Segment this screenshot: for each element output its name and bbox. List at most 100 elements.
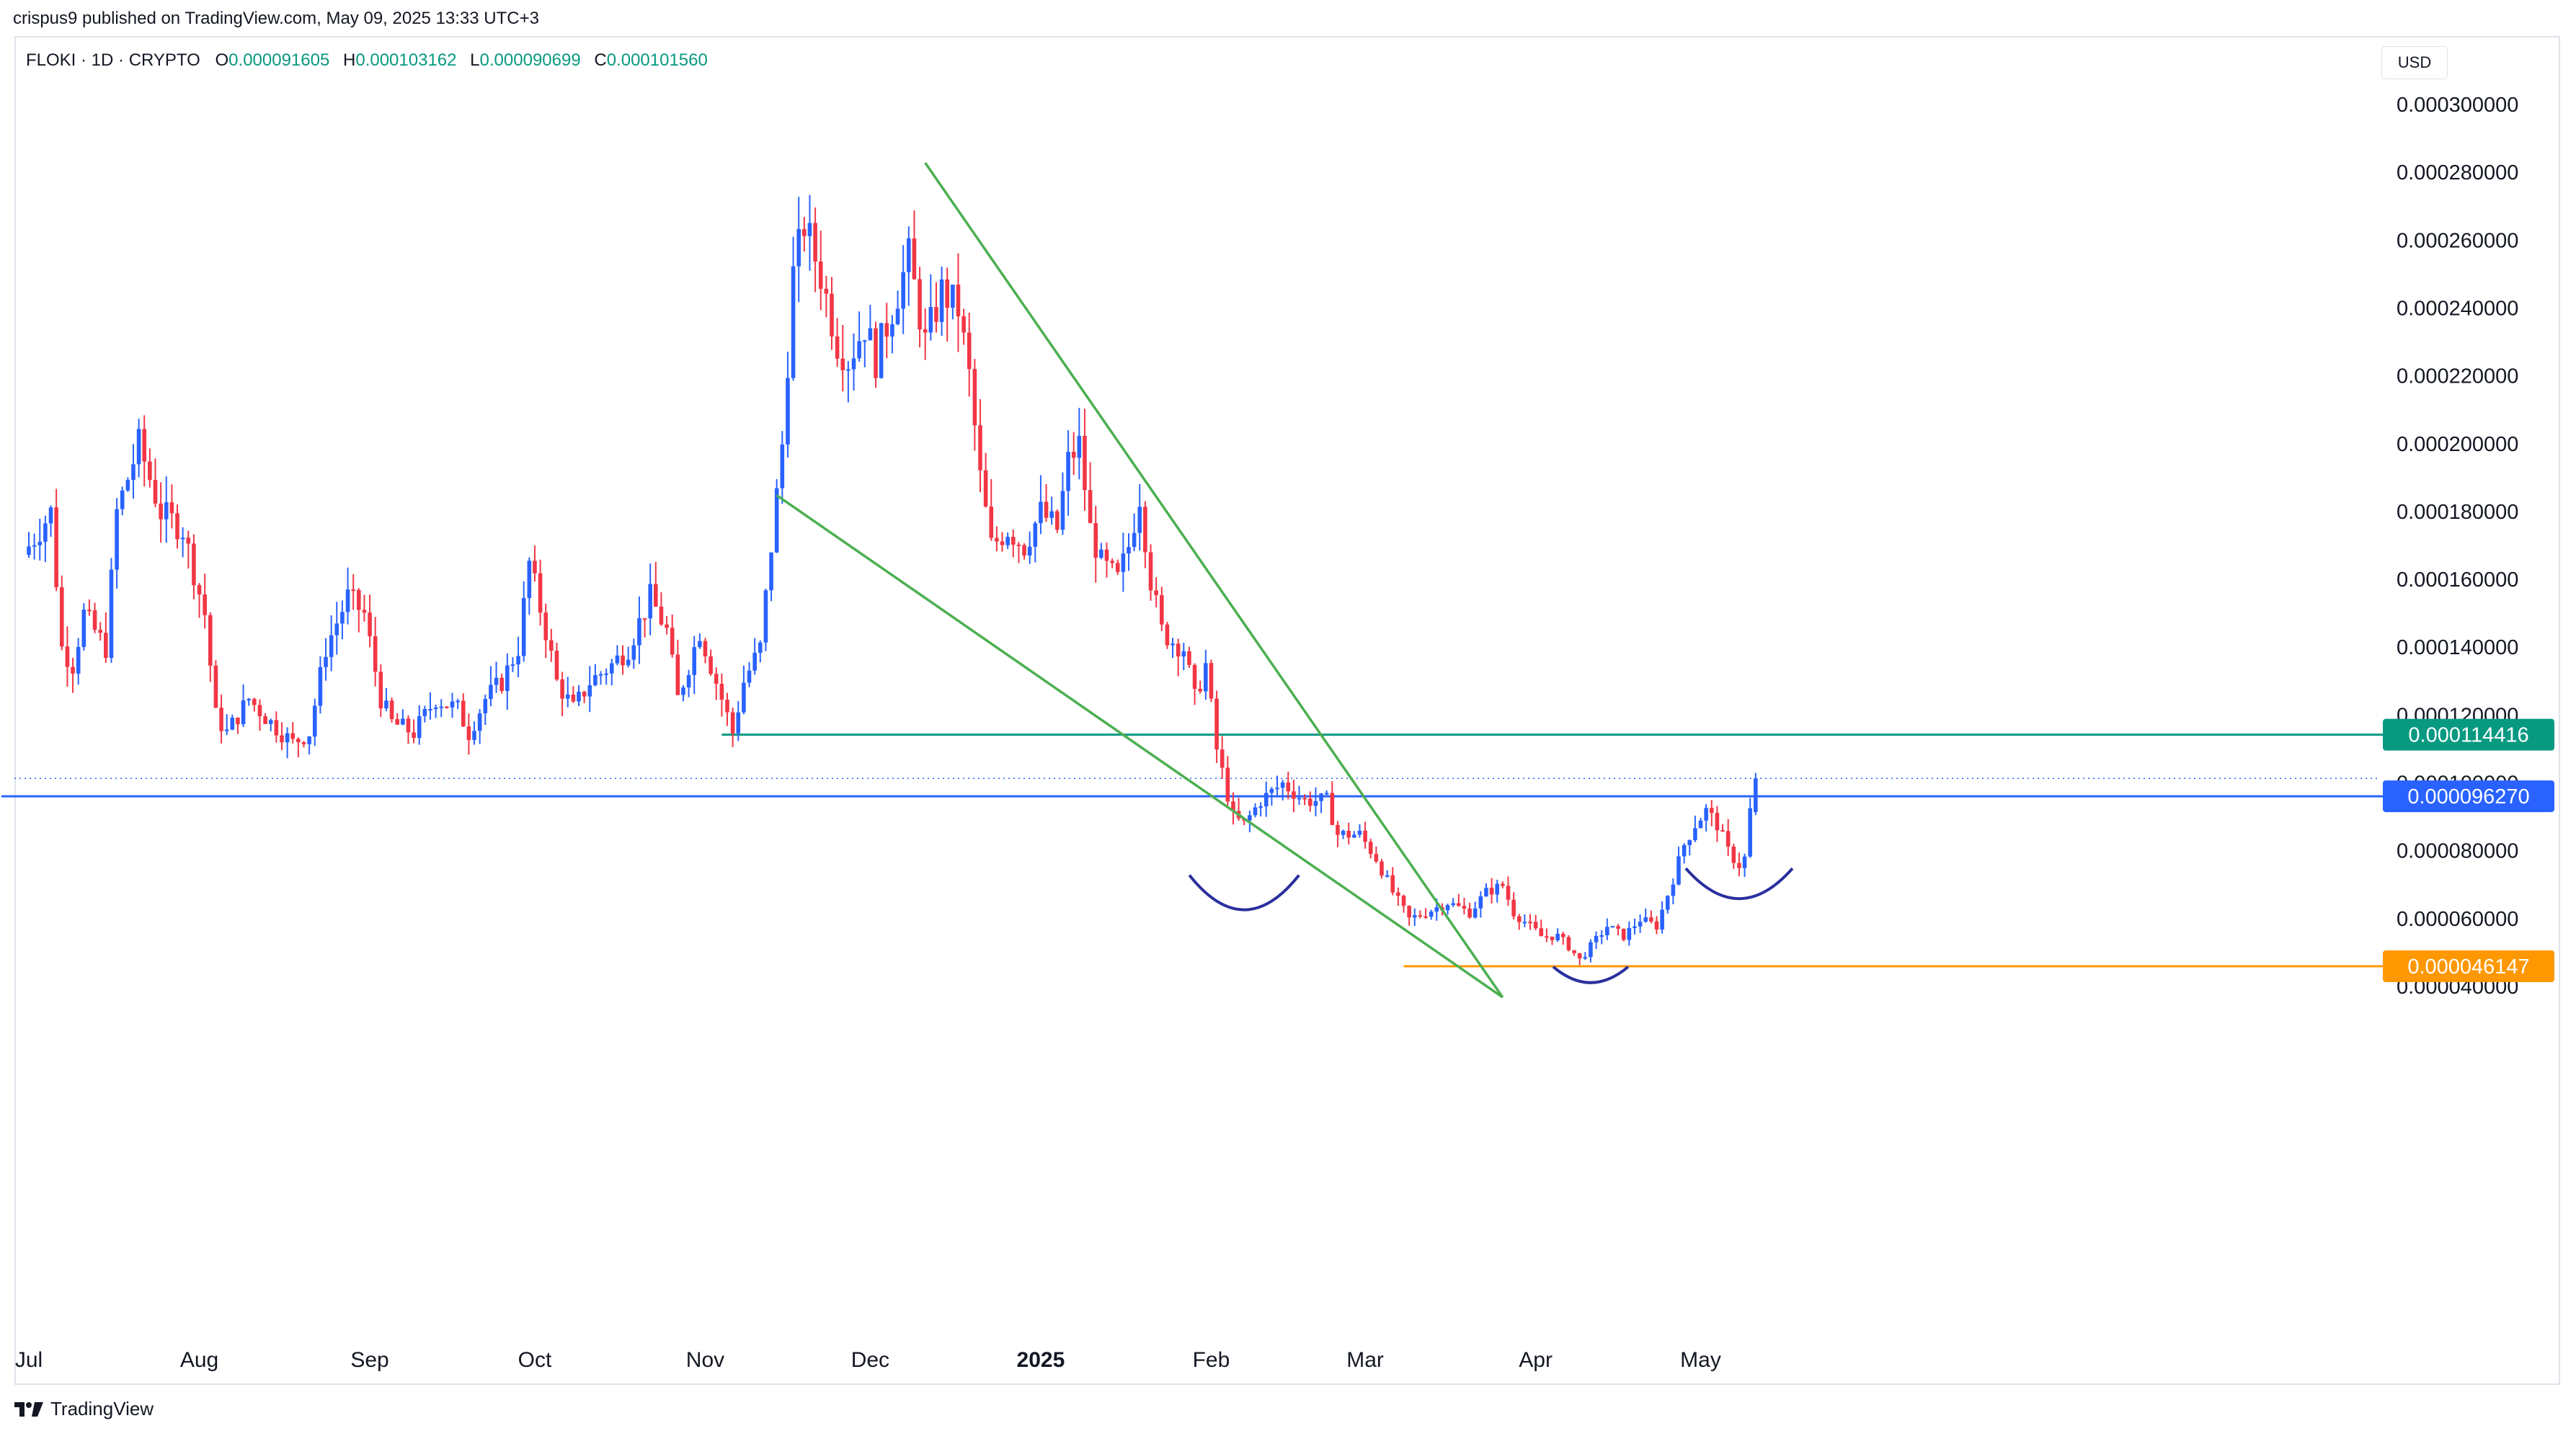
time-axis[interactable]: Jul Aug Sep Oct Nov Dec 2025 Feb Mar Apr May <box>15 1348 1721 1372</box>
candle-body <box>1324 793 1329 795</box>
candle-body <box>1649 917 1653 922</box>
candle-body <box>1171 643 1175 646</box>
candle-body <box>791 266 796 378</box>
candle-body <box>456 700 460 703</box>
candle-body <box>1594 935 1599 942</box>
candle-body <box>686 674 691 688</box>
candle-body <box>907 238 911 272</box>
candle-body <box>1577 953 1582 959</box>
candle-body <box>554 651 559 679</box>
candle-body <box>1077 435 1082 458</box>
candle-body <box>37 541 43 545</box>
time-axis-label: May <box>1680 1348 1721 1372</box>
candle-body <box>1049 511 1054 518</box>
current-price-level-tag <box>2383 780 2554 813</box>
candle-body <box>983 470 988 507</box>
candle-body <box>835 336 840 359</box>
candle-body <box>301 742 306 744</box>
candle-body <box>659 606 664 625</box>
candle-body <box>43 523 48 542</box>
trendlines <box>776 162 1504 999</box>
tradingview-logo-icon <box>14 1401 43 1417</box>
candle-body <box>1682 844 1687 857</box>
candle-body <box>1385 875 1390 877</box>
candle-body <box>412 732 416 739</box>
candle-body <box>951 285 955 308</box>
candle-body <box>763 590 768 643</box>
candle-body <box>1467 909 1472 918</box>
candle-body <box>577 692 581 702</box>
candle-body <box>389 700 394 719</box>
time-axis-label: Dec <box>851 1348 889 1372</box>
candle-body <box>324 656 328 667</box>
candle-body <box>862 340 867 342</box>
candle-body <box>87 610 92 612</box>
candle-body <box>1319 793 1323 801</box>
candle-body <box>1737 862 1741 868</box>
time-axis-label: Oct <box>518 1348 552 1372</box>
candle-body <box>1583 957 1588 959</box>
candle-body <box>1742 856 1747 868</box>
price-axis[interactable]: 0.000300000 0.000280000 0.000260000 0.00024… <box>2397 94 2518 999</box>
time-axis-label: Mar <box>1346 1348 1384 1372</box>
candle-body <box>1401 896 1406 906</box>
candle-body <box>153 480 158 504</box>
candle-body <box>1489 888 1494 895</box>
candle-body <box>654 584 658 607</box>
candle-body <box>1330 793 1335 825</box>
level-lines <box>1 734 2393 968</box>
candle-body <box>857 341 861 359</box>
publish-info: crispus9 published on TradingView.com, M… <box>13 9 539 28</box>
open-value: 0.000091605 <box>228 50 330 70</box>
candle-body <box>1110 561 1114 563</box>
time-axis-label: Feb <box>1193 1348 1230 1372</box>
candle-body <box>851 358 856 370</box>
candle-body <box>1457 903 1461 906</box>
candle-body <box>1566 937 1571 950</box>
candle-body <box>230 718 235 730</box>
candle-body <box>1473 908 1478 918</box>
candle-body <box>961 316 966 333</box>
candle-body <box>631 645 636 660</box>
candle-body <box>439 706 444 708</box>
candle-body <box>1610 926 1615 928</box>
candle-body <box>142 429 147 462</box>
candle-body <box>510 664 515 667</box>
candle-body <box>1263 793 1269 807</box>
tradingview-logo[interactable]: TradingView <box>13 1398 154 1420</box>
candle-body <box>786 378 790 445</box>
candle-body <box>1539 928 1544 937</box>
time-axis-label: Sep <box>350 1348 388 1372</box>
candle-body <box>1676 856 1681 885</box>
candle-body <box>312 705 317 737</box>
candle-body <box>1495 883 1500 895</box>
close-value: 0.000101560 <box>606 50 708 70</box>
candle-body <box>1380 861 1384 876</box>
candle-body <box>928 307 933 333</box>
candle-body <box>1754 778 1758 813</box>
time-axis-label: Apr <box>1519 1348 1553 1372</box>
time-axis-label: Nov <box>686 1348 724 1372</box>
candle-body <box>912 238 917 280</box>
candle-body <box>268 720 273 724</box>
candle-body <box>626 659 631 666</box>
candle-body <box>186 538 191 544</box>
candle-body <box>1066 452 1070 491</box>
resistance-level-tag <box>2383 718 2554 751</box>
candle-body <box>901 272 905 309</box>
candle-body <box>824 288 829 294</box>
candle-body <box>802 228 807 236</box>
candle-body <box>1390 875 1395 893</box>
candle-body <box>698 641 702 648</box>
candle-body <box>241 700 246 725</box>
candle-body <box>445 706 449 708</box>
candle-body <box>1434 907 1439 912</box>
candle-body <box>208 615 213 666</box>
symbol-title: FLOKI · 1D · CRYPTO <box>26 50 200 70</box>
candle-body <box>1099 549 1103 558</box>
candle-body <box>945 279 950 308</box>
currency-button[interactable]: USD <box>2381 46 2448 79</box>
candle-body <box>247 699 251 701</box>
candle-body <box>1424 916 1428 918</box>
